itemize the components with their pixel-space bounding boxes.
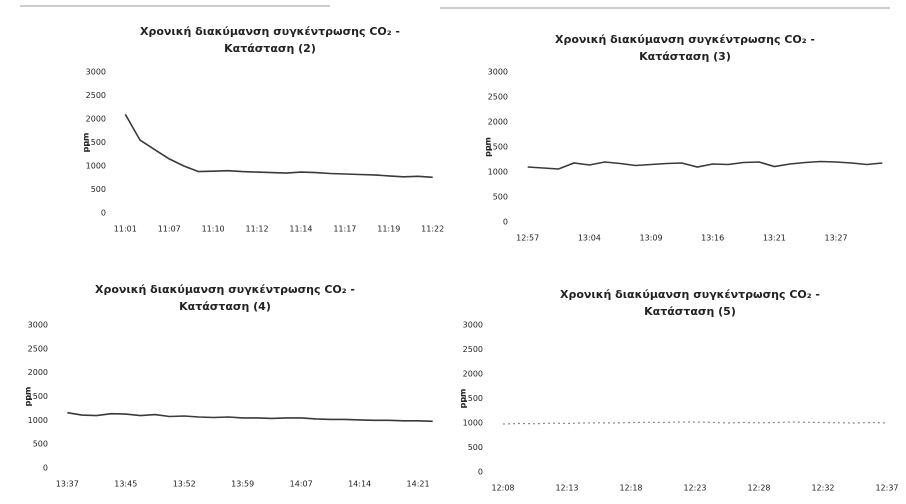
x-tick-label: 11:22: [421, 225, 444, 234]
y-tick-label: 1500: [28, 392, 48, 401]
x-tick-label: 14:21: [407, 480, 430, 489]
y-tick-label: 2000: [28, 368, 48, 377]
y-tick-label: 1500: [488, 143, 508, 152]
x-tick-label: 12:32: [811, 484, 834, 493]
y-tick-label: 3000: [463, 321, 483, 330]
y-tick-label: 2000: [488, 118, 508, 127]
x-tick-label: 12:28: [747, 484, 770, 493]
y-tick-label: 2500: [28, 344, 48, 353]
x-tick-label: 12:08: [491, 484, 514, 493]
data-line: [124, 113, 433, 179]
x-tick-label: 13:16: [701, 234, 724, 243]
y-tick-label: 1500: [86, 138, 106, 147]
chart-title: Κατάσταση (2): [224, 42, 316, 55]
x-tick-label: 13:45: [114, 480, 137, 489]
x-tick-label: 14:14: [348, 480, 371, 489]
chart-title: Χρονική διακύμανση συγκέντρωσης CO₂ -: [560, 288, 820, 301]
y-tick-label: 500: [91, 185, 106, 194]
y-axis-label: ppm: [484, 137, 493, 157]
x-tick-label: 11:01: [114, 225, 137, 234]
y-tick-label: 0: [43, 464, 48, 473]
data-line: [67, 411, 433, 423]
x-tick-label: 13:37: [56, 480, 79, 489]
x-tick-label: 12:18: [619, 484, 642, 493]
x-tick-label: 12:57: [516, 234, 539, 243]
x-tick-label: 14:07: [290, 480, 313, 489]
chart-title: Κατάσταση (5): [644, 305, 736, 318]
y-tick-label: 2000: [463, 370, 483, 379]
y-tick-label: 0: [101, 209, 106, 218]
chart-title: Χρονική διακύμανση συγκέντρωσης CO₂ -: [555, 33, 815, 46]
x-tick-label: 12:37: [875, 484, 898, 493]
y-tick-label: 3000: [488, 68, 508, 77]
y-tick-label: 3000: [86, 68, 106, 77]
y-tick-label: 500: [33, 440, 48, 449]
chart-title: Κατάσταση (4): [179, 300, 271, 313]
chart-title: Χρονική διακύμανση συγκέντρωσης CO₂ -: [95, 283, 355, 296]
x-tick-label: 11:17: [333, 225, 356, 234]
y-tick-label: 1000: [28, 416, 48, 425]
y-tick-label: 1000: [488, 168, 508, 177]
x-tick-label: 13:09: [640, 234, 663, 243]
data-line: [527, 160, 883, 170]
y-tick-label: 2500: [463, 345, 483, 354]
y-tick-label: 3000: [28, 321, 48, 330]
x-tick-label: 11:10: [202, 225, 225, 234]
x-tick-label: 12:13: [555, 484, 578, 493]
y-axis-label: ppm: [459, 389, 468, 409]
y-tick-label: 500: [468, 443, 483, 452]
x-tick-label: 13:21: [763, 234, 786, 243]
x-tick-label: 13:04: [578, 234, 601, 243]
data-line: [502, 421, 888, 425]
x-tick-label: 13:27: [825, 234, 848, 243]
y-axis-label: ppm: [24, 387, 33, 407]
y-tick-label: 2500: [488, 93, 508, 102]
x-tick-label: 11:19: [377, 225, 400, 234]
x-tick-label: 11:14: [289, 225, 312, 234]
y-tick-label: 1000: [86, 162, 106, 171]
y-tick-label: 0: [503, 218, 508, 227]
y-axis-label: ppm: [82, 133, 91, 153]
y-tick-label: 1000: [463, 419, 483, 428]
y-tick-label: 0: [478, 468, 483, 477]
chart-title: Χρονική διακύμανση συγκέντρωσης CO₂ -: [140, 25, 400, 38]
y-tick-label: 2500: [86, 91, 106, 100]
x-tick-label: 13:59: [231, 480, 254, 489]
y-tick-label: 500: [493, 193, 508, 202]
y-tick-label: 2000: [86, 115, 106, 124]
y-tick-label: 1500: [463, 394, 483, 403]
x-tick-label: 13:52: [173, 480, 196, 489]
x-tick-label: 11:07: [158, 225, 181, 234]
x-tick-label: 11:12: [246, 225, 269, 234]
x-tick-label: 12:23: [683, 484, 706, 493]
chart-title: Κατάσταση (3): [639, 50, 731, 63]
